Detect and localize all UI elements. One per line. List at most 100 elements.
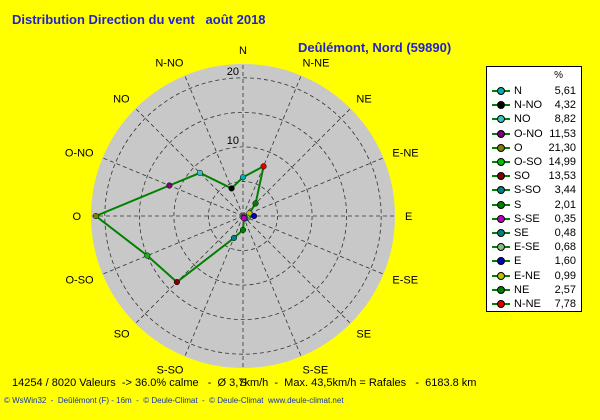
legend-label: N: [514, 85, 522, 97]
direction-label-ne: NE: [356, 94, 371, 106]
legend-item-e: E 1,60: [491, 254, 576, 268]
legend-value: 14,99: [548, 156, 576, 168]
direction-label-no: NO: [113, 94, 130, 106]
legend-value: 3,44: [554, 184, 576, 197]
legend-value: 11,53: [549, 127, 576, 140]
legend-swatch: [491, 212, 511, 226]
direction-label-o-no: O-NO: [65, 147, 94, 159]
legend-swatch: [491, 283, 511, 297]
legend-item-se: SE 0,48: [491, 226, 576, 240]
legend-swatch: [491, 297, 511, 311]
direction-label-s-se: S-SE: [303, 364, 329, 376]
legend-swatch: [491, 141, 511, 155]
legend-item-n-no: N-NO 4,32: [491, 98, 576, 112]
legend-item-e-se: E-SE 0,68: [491, 240, 576, 254]
legend-value: 0,48: [554, 227, 576, 239]
direction-label-s: S: [239, 377, 246, 389]
legend-item-no: NO 8,82: [491, 112, 576, 126]
grid-spoke: [184, 215, 244, 357]
legend-label: N-NO: [514, 99, 543, 112]
legend-value: 2,01: [554, 198, 576, 211]
direction-label-s-so: S-SO: [157, 364, 184, 376]
legend-swatch: [491, 98, 511, 112]
ring-label-10: 10: [227, 135, 239, 147]
direction-label-o: O: [72, 211, 81, 223]
data-point-s-so: [230, 234, 237, 242]
grid-spoke: [242, 75, 302, 217]
direction-label-e: E: [405, 211, 412, 223]
legend-item-o-so: O-SO 14,99: [491, 155, 576, 169]
legend-item-o: O 21,30: [491, 141, 576, 155]
legend-item-ne: NE 2,57: [491, 283, 576, 297]
legend-swatch: [491, 226, 511, 240]
chart-title: Distribution Direction du vent août 2018: [12, 12, 266, 27]
legend-swatch: [491, 254, 511, 268]
grid-spoke: [242, 215, 351, 324]
data-point-n: [239, 174, 247, 181]
legend-swatch: [491, 269, 511, 283]
legend-item-n: N 5,61: [491, 84, 576, 98]
legend-value: 4,32: [554, 99, 576, 112]
grid-ring: [104, 77, 382, 355]
grid-ring: [173, 146, 313, 286]
legend: % N 5,61 N-NO 4,32 NO 8,82 O-NO 11,53 O 21,30 O-SO…: [486, 66, 582, 312]
legend-label: O: [514, 141, 523, 154]
legend-item-n-ne: N-NE 7,78: [491, 297, 576, 311]
legend-value: 21,30: [548, 141, 576, 154]
legend-item-s-so: S-SO 3,44: [491, 183, 576, 197]
grid-spoke: [135, 108, 244, 217]
legend-swatch: [491, 240, 511, 254]
grid-ring: [138, 111, 348, 321]
ring-label-20: 20: [227, 66, 239, 78]
data-point-s: [239, 226, 247, 233]
legend-label: NE: [514, 283, 530, 296]
direction-label-n-no: N-NO: [155, 58, 184, 70]
grid-spoke: [184, 75, 244, 217]
grid-spoke: [135, 215, 244, 324]
data-point-n-no: [228, 185, 235, 192]
data-point-o-so: [144, 252, 151, 259]
data-point-o: [92, 212, 99, 220]
legend-value: 0,68: [554, 241, 576, 254]
legend-value: 5,61: [554, 85, 576, 97]
legend-label: S-SE: [514, 212, 540, 225]
legend-swatch: [491, 183, 511, 197]
grid-spoke: [242, 215, 302, 357]
legend-swatch: [491, 155, 511, 169]
data-point-n-ne: [260, 163, 267, 170]
data-point-no: [196, 169, 203, 176]
data-point-e: [251, 212, 258, 220]
legend-value: 2,57: [554, 283, 576, 296]
footer-stats: 14254 / 8020 Valeurs -> 36.0% calme - Ø …: [12, 377, 477, 389]
legend-value: 0,99: [554, 269, 576, 282]
legend-swatch: [491, 169, 511, 183]
legend-swatch: [491, 84, 511, 98]
data-point-so: [173, 279, 180, 286]
legend-label: SE: [514, 227, 529, 239]
legend-label: O-NO: [514, 127, 543, 140]
direction-label-e-se: E-SE: [392, 275, 418, 287]
legend-label: S: [514, 198, 522, 211]
direction-label-n-ne: N-NE: [303, 58, 330, 70]
legend-swatch: [491, 198, 511, 212]
legend-swatch: [491, 127, 511, 141]
legend-value: 7,78: [554, 298, 576, 310]
direction-label-so: SO: [114, 328, 130, 340]
legend-swatch: [491, 112, 511, 126]
legend-item-o-no: O-NO 11,53: [491, 127, 576, 141]
direction-label-se: SE: [356, 328, 371, 340]
data-point-ne: [252, 200, 259, 207]
data-point-s-se: [240, 215, 247, 222]
footer-credit: © WsWin32 - Deûlémont (F) - 16m - © Deul…: [4, 396, 344, 405]
direction-label-e-ne: E-NE: [392, 147, 418, 159]
legend-label: E: [514, 255, 522, 268]
legend-label: N-NE: [514, 298, 541, 310]
legend-value: 13,53: [548, 170, 576, 183]
grid-spoke: [102, 157, 244, 217]
chart-location: Deûlémont, Nord (59890): [298, 40, 452, 55]
legend-unit: %: [554, 70, 563, 81]
legend-item-s-se: S-SE 0,35: [491, 212, 576, 226]
legend-value: 1,60: [554, 255, 576, 268]
grid-spoke: [242, 108, 351, 217]
